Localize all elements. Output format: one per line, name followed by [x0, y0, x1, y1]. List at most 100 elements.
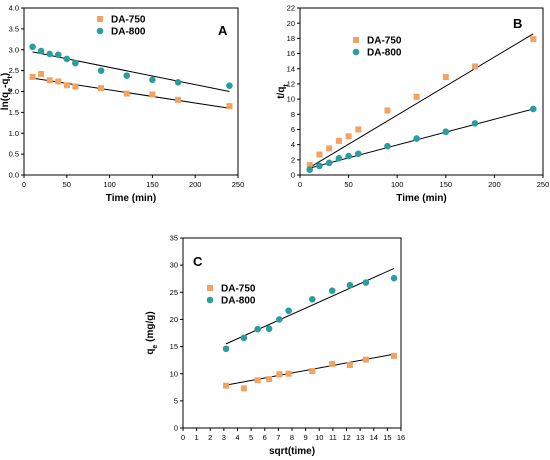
data-point-da-800 [316, 162, 323, 170]
plot-frame [299, 7, 544, 176]
y-tick-label: 2.5 [9, 66, 19, 75]
data-point-da-750 [98, 85, 105, 92]
data-point-da-800 [306, 166, 314, 173]
series-da-800 [29, 43, 233, 92]
x-tick-label: 50 [344, 180, 352, 189]
fit-line-da-800 [309, 108, 534, 169]
y-tick-label: 18 [287, 34, 295, 43]
data-point-da-800 [309, 296, 316, 303]
y-tick-label: 0 [174, 424, 178, 433]
y-axis-title-part: ) [0, 73, 11, 76]
legend-marker-da-800 [96, 27, 104, 35]
data-point-da-750 [285, 370, 292, 377]
data-point-da-800 [384, 142, 391, 150]
y-axis-title-subscript: e [7, 88, 14, 92]
series-da-750 [29, 70, 233, 110]
chart-panel-a: 0 50 100 150 200 250 0.0 0.5 1.0 1.5 2.0 2.5 3.0 3.5 4… [0, 4, 244, 204]
fit-line-da-750 [309, 33, 534, 168]
x-tick-label: 6 [263, 433, 267, 442]
data-point-da-750 [355, 126, 362, 133]
x-tick-label: 16 [397, 433, 405, 442]
data-point-da-750 [29, 73, 36, 80]
data-point-da-750 [72, 83, 79, 90]
y-tick-label: 25 [170, 288, 178, 297]
x-axis-title: sqrt(time) [269, 446, 315, 457]
data-point-da-750 [38, 70, 45, 77]
y-tick-label: 12 [287, 80, 295, 89]
data-point-da-750 [254, 377, 261, 384]
legend-label-da-800: DA-800 [111, 27, 146, 38]
series-da-800 [306, 105, 537, 173]
y-tick-label: 3.0 [9, 45, 19, 54]
data-point-da-800 [254, 325, 261, 333]
data-point-da-800 [265, 325, 273, 332]
y-tick-label: 6 [291, 125, 295, 134]
data-point-da-800 [325, 159, 333, 167]
data-point-da-800 [346, 281, 354, 289]
x-tick-label: 0 [22, 180, 26, 189]
data-point-da-800 [355, 150, 362, 158]
series-da-750 [223, 352, 398, 392]
legend-label-da-750: DA-750 [221, 284, 256, 295]
data-point-da-750 [384, 107, 391, 114]
data-point-da-750 [530, 36, 537, 43]
y-tick-label: 0.0 [9, 171, 19, 180]
data-point-da-750 [345, 133, 352, 140]
data-point-da-750 [223, 382, 230, 389]
panel-letter: B [513, 16, 522, 31]
series-da-800 [222, 267, 398, 353]
data-point-da-750 [329, 360, 336, 367]
y-tick-label: 20 [287, 19, 295, 28]
data-point-da-800 [46, 50, 53, 58]
y-tick-label: 16 [287, 49, 295, 58]
data-point-da-750 [266, 376, 273, 383]
x-tick-label: 100 [103, 180, 116, 189]
y-axis-title-subscript: t [283, 84, 290, 87]
y-tick-label: 0.5 [9, 150, 19, 159]
legend-marker-da-800 [352, 48, 360, 56]
y-axis-title-subscript: t [7, 76, 14, 79]
data-point-da-750 [63, 82, 70, 89]
legend-marker-da-750 [207, 285, 213, 291]
y-tick-label: 3.5 [9, 24, 19, 33]
data-point-da-800 [63, 55, 71, 63]
y-axis-title-part: q [145, 349, 156, 355]
data-point-da-800 [149, 76, 156, 84]
data-point-da-800 [285, 307, 292, 315]
y-tick-label: 15 [170, 342, 178, 351]
data-point-da-750 [316, 151, 323, 158]
data-point-da-800 [390, 274, 398, 282]
x-tick-label: 15 [383, 433, 391, 442]
data-point-da-800 [276, 316, 283, 323]
data-point-da-800 [345, 152, 352, 160]
data-point-da-800 [123, 72, 131, 79]
y-tick-label: 5 [174, 396, 178, 405]
x-tick-label: 150 [440, 180, 453, 189]
data-point-da-800 [222, 345, 230, 353]
data-point-da-750 [46, 77, 53, 84]
data-point-da-800 [174, 79, 182, 86]
data-point-da-800 [72, 59, 79, 67]
data-point-da-750 [149, 91, 156, 98]
y-tick-label: 4.0 [9, 4, 19, 13]
data-point-da-800 [335, 155, 343, 162]
data-point-da-750 [362, 356, 369, 363]
y-tick-label: 2.0 [9, 87, 19, 96]
x-axis-title: Time (min) [106, 193, 156, 204]
x-tick-label: 3 [222, 433, 226, 442]
data-point-da-800 [362, 279, 370, 286]
y-tick-label: 1.0 [9, 129, 19, 138]
legend-label-da-800: DA-800 [221, 296, 256, 307]
x-tick-label: 0 [181, 433, 185, 442]
y-tick-label: 14 [287, 64, 295, 73]
x-tick-label: 5 [249, 433, 253, 442]
y-axis-title-part: (mg/g) [145, 311, 156, 344]
y-axis-title: t/qt [276, 84, 290, 99]
y-axis-title-part: ln(q [0, 92, 11, 110]
x-tick-label: 100 [391, 180, 404, 189]
x-tick-label: 13 [356, 433, 364, 442]
x-tick-label: 8 [290, 433, 294, 442]
panel-letter: C [193, 254, 203, 269]
